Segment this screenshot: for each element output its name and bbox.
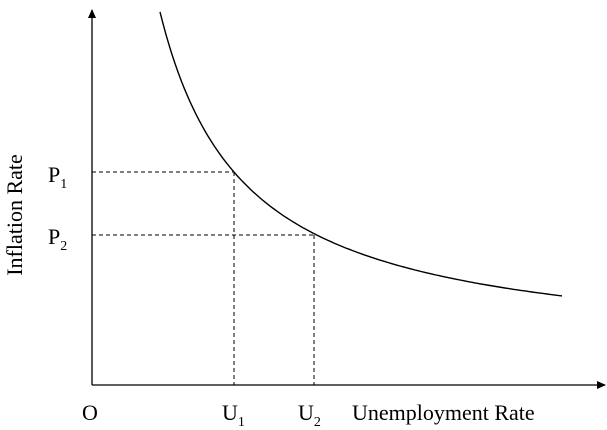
- y-point-label: P2: [48, 224, 67, 254]
- x-point-label: U2: [298, 400, 321, 430]
- y-point-label: P1: [48, 162, 67, 192]
- x-point-label: U1: [222, 400, 245, 430]
- phillips-curve: [159, 11, 563, 297]
- x-axis-label: Unemployment Rate: [352, 400, 535, 425]
- origin-label: O: [82, 400, 98, 425]
- y-axis-label: Inflation Rate: [2, 154, 27, 276]
